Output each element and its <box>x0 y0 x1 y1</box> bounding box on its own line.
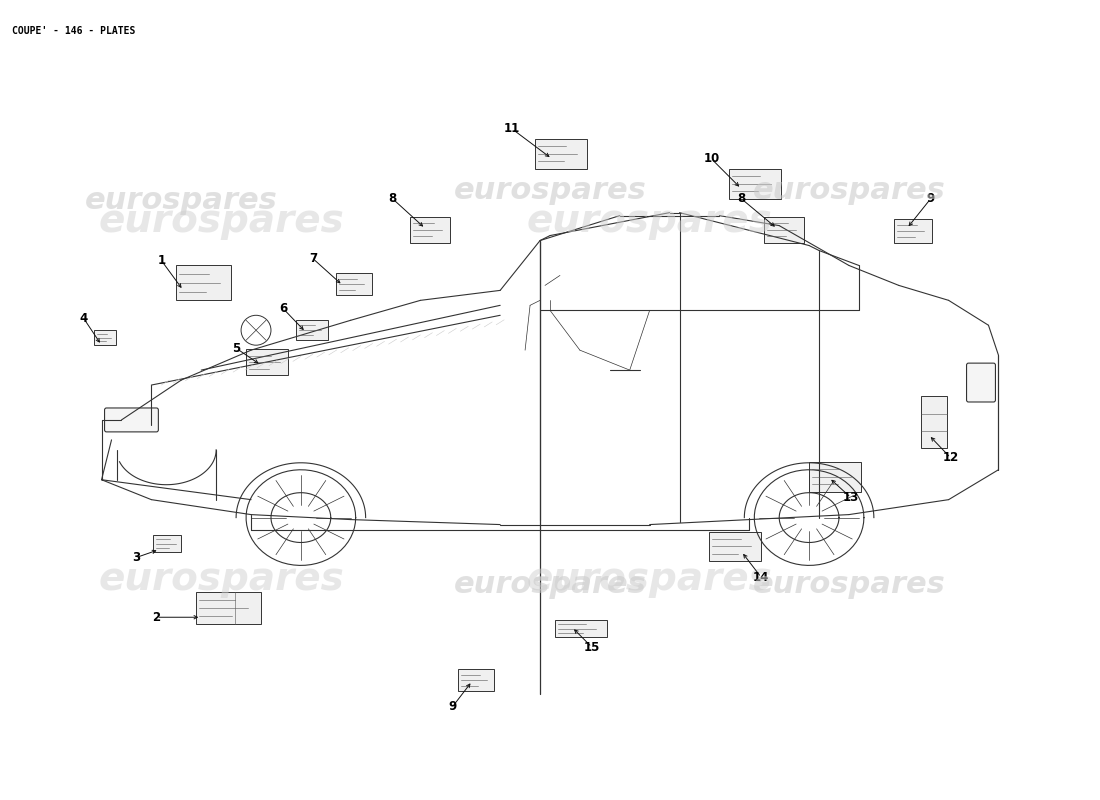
Bar <box>764 217 804 242</box>
Text: eurospares: eurospares <box>527 202 772 240</box>
Text: eurospares: eurospares <box>752 176 945 206</box>
Text: eurospares: eurospares <box>453 570 647 599</box>
Bar <box>296 320 328 340</box>
Text: eurospares: eurospares <box>453 176 647 206</box>
Bar <box>810 462 861 492</box>
Bar <box>556 620 607 637</box>
Text: 5: 5 <box>232 342 240 354</box>
Text: 12: 12 <box>943 451 959 464</box>
Bar <box>410 217 450 242</box>
Text: COUPE' - 146 - PLATES: COUPE' - 146 - PLATES <box>12 26 135 36</box>
Bar <box>729 169 781 198</box>
Text: 3: 3 <box>132 551 141 564</box>
Bar <box>921 396 947 448</box>
Bar <box>535 139 587 169</box>
Text: eurospares: eurospares <box>85 186 277 215</box>
FancyBboxPatch shape <box>967 363 996 402</box>
Text: 9: 9 <box>926 192 935 206</box>
Text: 8: 8 <box>388 192 397 206</box>
Text: 11: 11 <box>504 122 520 135</box>
Text: 4: 4 <box>79 312 88 325</box>
Bar <box>153 534 182 553</box>
Text: 13: 13 <box>843 491 859 504</box>
Bar <box>336 274 372 295</box>
Bar <box>196 592 261 624</box>
Bar <box>176 266 231 300</box>
Bar <box>94 330 115 345</box>
Text: eurospares: eurospares <box>527 560 772 598</box>
Text: 2: 2 <box>152 610 161 624</box>
Text: eurospares: eurospares <box>98 560 344 598</box>
Text: 1: 1 <box>157 254 165 267</box>
Bar <box>894 218 932 242</box>
Text: 8: 8 <box>737 192 746 206</box>
FancyBboxPatch shape <box>104 408 158 432</box>
Text: 6: 6 <box>278 302 287 315</box>
Text: 7: 7 <box>309 252 317 265</box>
Text: 10: 10 <box>703 152 719 166</box>
Bar <box>246 349 288 375</box>
Bar <box>459 669 494 691</box>
Text: 9: 9 <box>448 701 456 714</box>
Text: eurospares: eurospares <box>98 202 344 240</box>
Text: eurospares: eurospares <box>752 570 945 599</box>
Text: 14: 14 <box>754 571 770 584</box>
Bar <box>710 531 761 562</box>
Text: 15: 15 <box>584 641 600 654</box>
